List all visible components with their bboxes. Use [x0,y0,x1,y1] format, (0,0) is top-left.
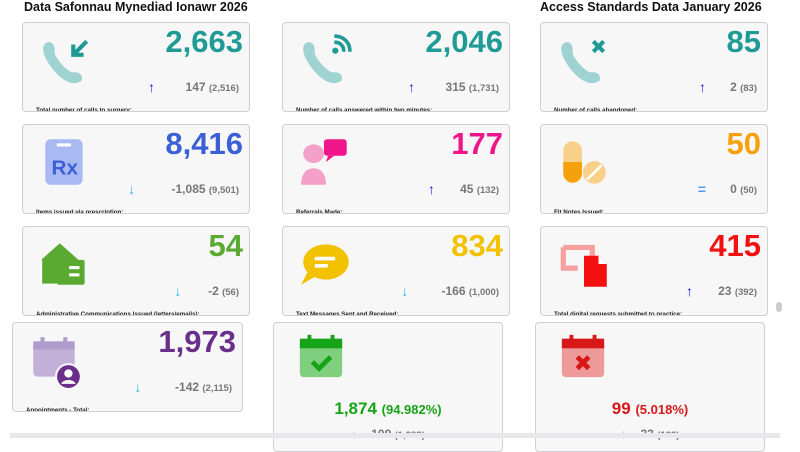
prescription-icon: Rx [45,139,83,185]
title-welsh: Data Safonnau Mynediad Ionawr 2026 [24,0,248,14]
stat-label: Total digital requests submitted to prac… [554,311,683,316]
stat-change: -1,085 (9,501) [172,182,239,196]
stat-value: 99 (5.018%) [536,399,764,419]
trend-equal-icon: = [697,181,706,197]
change-value: -166 [441,284,466,298]
stat-value: 2,663 [165,24,243,59]
percent-value: (5.018%) [635,402,689,417]
stat-card: 1,973 ↓ -142 (2,115) Appointments - Tota… [12,322,243,412]
trend-down-icon: ↓ [134,379,142,395]
previous-value: (1,731) [468,83,499,94]
stat-change: -166 (1,000) [442,284,499,298]
stat-label: Referrals Made: [296,209,343,214]
digital-request-icon [560,244,607,287]
stat-change: -142 (2,115) [175,380,232,394]
trend-up-icon: ↑ [148,79,155,95]
previous-value: (1,000) [468,287,499,298]
percent-value: (94.982%) [381,402,442,417]
pills-icon [563,141,606,184]
side-scroll-handle[interactable] [776,302,782,312]
stat-label: Items issued via prescription: [36,209,124,214]
phone-missed-icon [561,39,606,84]
stat-value: 1,874 (94.982%) [274,399,502,419]
previous-value: (2,516) [208,83,239,94]
mail-icon [40,243,85,286]
stat-change: 23 (392) [718,284,757,298]
stat-card: 85 ↑ 2 (83) Number of calls abandoned: [540,22,768,112]
stat-value: 415 [709,228,761,263]
change-value: -1,085 [171,182,206,196]
stat-value: 8,416 [165,126,243,161]
trend-down-icon: ↓ [128,181,136,197]
stat-label: Fit Notes Issued: [554,209,604,214]
stat-value: 54 [208,228,243,263]
stat-label: Appointments - Total: [26,407,90,412]
count-value: 1,874 [334,399,377,418]
horizontal-scrollbar[interactable] [10,433,780,438]
stat-value: 1,973 [158,324,236,359]
stat-change: 0 (50) [730,182,757,196]
stat-change: -2 (56) [208,284,239,298]
change-value: -142 [175,380,200,394]
stat-value: 50 [726,126,761,161]
change-value: 23 [718,284,732,298]
trend-up-icon: ↑ [408,79,415,95]
stat-card: 834 ↓ -166 (1,000) Text Messages Sent an… [282,226,510,316]
stat-card: 50 = 0 (50) Fit Notes Issued: [540,124,768,214]
change-value: 2 [730,80,737,94]
stat-label: Text Messages Sent and Received: [296,311,399,316]
stat-card: 2,046 ↑ 315 (1,731) Number of calls answ… [282,22,510,112]
change-value: 45 [460,182,474,196]
stat-label: Administrative Communications Issued (le… [36,311,200,316]
previous-value: (56) [222,287,239,298]
stat-value: 834 [451,228,503,263]
stat-change: 45 (132) [460,182,499,196]
stat-change: 2 (83) [730,80,757,94]
phone-signal-icon [303,34,352,84]
stat-change: 315 (1,731) [446,80,499,94]
stat-change: 147 (2,516) [186,80,239,94]
appointment-outcome-card: 1,874 (94.982%) ↓ -109 (1,983) [273,322,503,452]
stat-value: 2,046 [425,24,503,59]
stat-card: 54 ↓ -2 (56) Administrative Communicatio… [22,226,250,316]
previous-value: (83) [740,83,757,94]
trend-down-icon: ↓ [174,283,182,299]
stat-label: Number of calls abandoned: [554,107,638,112]
phone-incoming-icon [43,39,89,84]
svg-text:Rx: Rx [52,156,79,179]
stat-label: Total number of calls to surgery: [36,107,132,112]
calendar-user-icon [33,337,82,389]
previous-value: (132) [476,185,499,196]
previous-value: (392) [734,287,757,298]
title-english: Access Standards Data January 2026 [540,0,762,14]
previous-value: (50) [740,185,757,196]
trend-down-icon: ↓ [401,283,409,299]
message-icon [301,244,349,285]
stat-card: Rx 8,416 ↓ -1,085 (9,501) Items issued v… [22,124,250,214]
change-value: 147 [185,80,206,94]
change-value: 315 [445,80,466,94]
trend-up-icon: ↑ [427,181,435,197]
change-value: -2 [208,284,219,298]
calendar-cross-icon [561,334,605,378]
stat-value: 85 [726,24,761,59]
stat-card: 415 ↑ 23 (392) Total digital requests su… [540,226,768,316]
trend-up-icon: ↑ [685,283,693,299]
referral-icon [301,139,347,185]
stat-value: 177 [451,126,503,161]
change-value: 0 [730,182,737,196]
stat-card: 2,663 ↑ 147 (2,516) Total number of call… [22,22,250,112]
stat-label: Number of calls answered within two minu… [296,107,433,112]
stat-card: 177 ↑ 45 (132) Referrals Made: [282,124,510,214]
trend-up-icon: ↑ [699,79,706,95]
calendar-check-icon [299,334,343,378]
previous-value: (9,501) [208,185,239,196]
count-value: 99 [611,399,631,418]
previous-value: (2,115) [202,383,232,394]
